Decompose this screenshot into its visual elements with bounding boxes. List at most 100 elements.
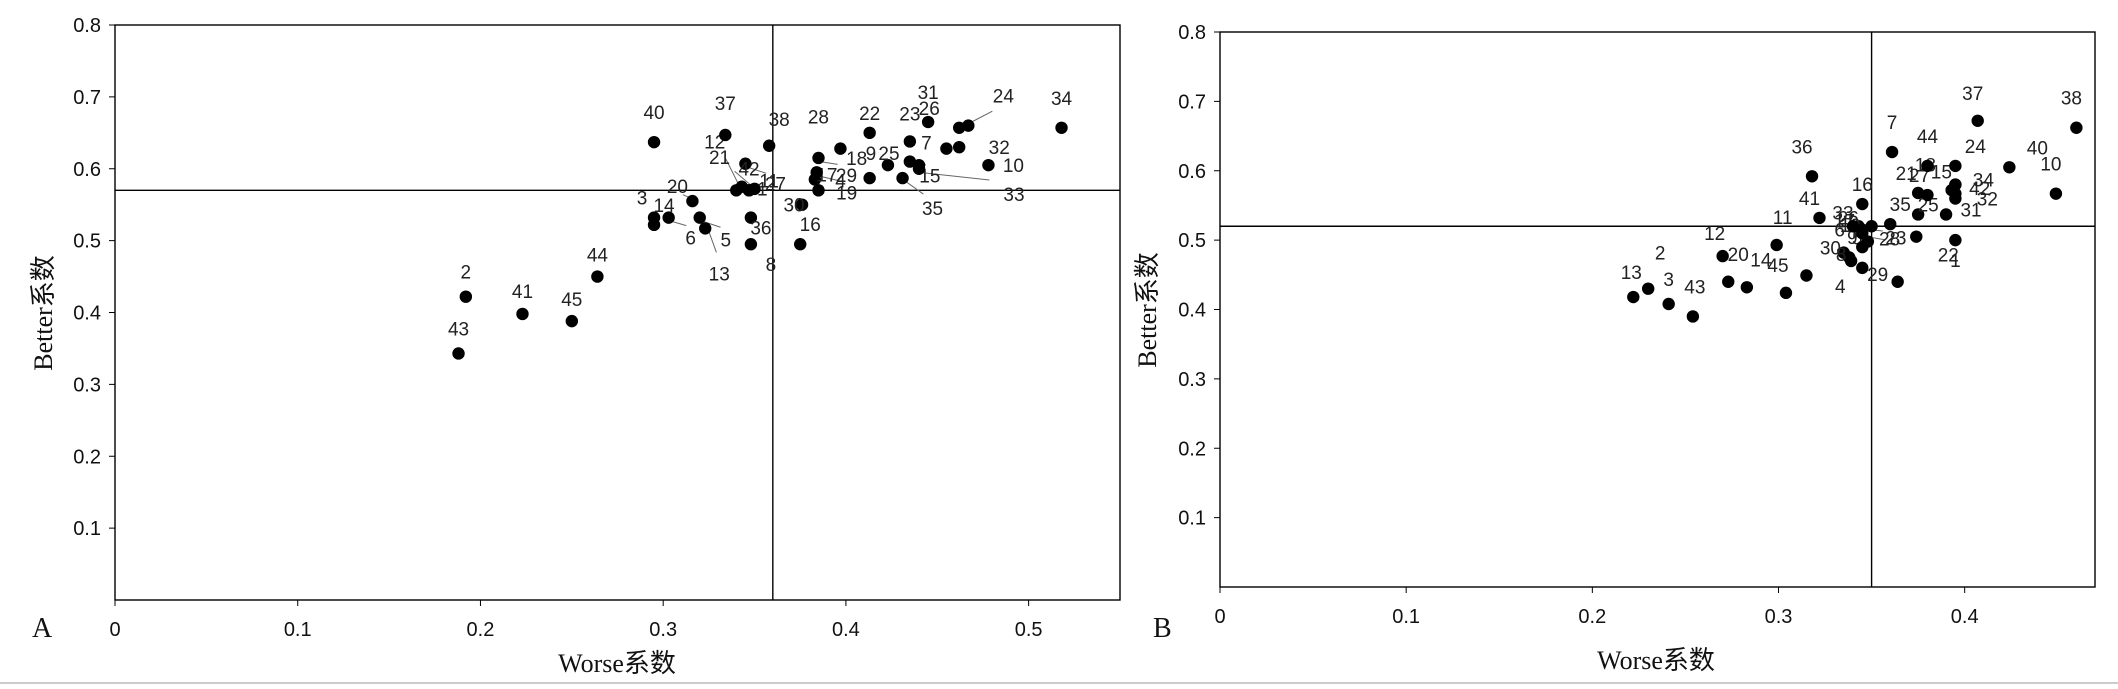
data-point-label: 10	[2040, 155, 2061, 176]
data-point-label: 6	[685, 229, 696, 250]
data-point-label: 26	[919, 99, 940, 120]
data-point-label: 40	[2027, 138, 2048, 159]
data-point	[762, 139, 776, 152]
data-point-label: 28	[808, 108, 829, 129]
data-point	[921, 115, 935, 129]
x-tick-label: 0.4	[832, 619, 860, 641]
data-point-label: 19	[836, 183, 857, 204]
data-point-label: 7	[921, 134, 932, 155]
data-point-label: 25	[878, 144, 899, 165]
data-point	[647, 218, 661, 232]
data-point	[1921, 188, 1934, 202]
data-point	[810, 166, 823, 179]
data-point	[1055, 121, 1068, 134]
x-tick-label: 0	[1214, 606, 1225, 628]
data-point	[903, 135, 917, 148]
data-point	[1856, 223, 1869, 236]
x-tick-label: 0.5	[1015, 619, 1043, 641]
data-point-label: 45	[561, 290, 582, 311]
data-point	[812, 184, 825, 197]
data-point	[1911, 186, 1925, 200]
data-point	[1716, 249, 1729, 263]
data-point	[834, 142, 847, 155]
label-leader-line	[708, 232, 717, 253]
data-point-label: 27	[765, 175, 786, 196]
data-point	[1939, 208, 1953, 221]
data-point	[699, 222, 712, 235]
y-tick-label: 0.5	[1178, 230, 1206, 252]
data-point-label: 7	[1887, 113, 1898, 134]
data-point	[744, 238, 758, 251]
data-point-label: 9	[1847, 228, 1858, 249]
data-point-label: 44	[1917, 127, 1939, 148]
data-point-label: 31	[918, 83, 939, 104]
data-point	[953, 121, 966, 134]
data-point-label: 44	[587, 246, 609, 267]
plot-frame	[1219, 31, 2096, 588]
data-point-label: 40	[643, 103, 664, 124]
data-point	[1971, 114, 1984, 128]
data-point	[940, 142, 953, 155]
data-point-label: 14	[1750, 250, 1772, 271]
panel-a: 0 0.1 0.2 0.3 0.4 0.5 0.1 0.2 0.3 0.4 0.5 0.6 0.7 0.8…	[29, 15, 1121, 678]
data-point-label: 41	[1799, 189, 1820, 210]
data-point-label: 30	[783, 196, 804, 217]
data-point-label: 38	[769, 110, 790, 131]
data-point-label: 42	[738, 159, 759, 180]
data-point	[1891, 275, 1904, 288]
data-point-label: 9	[866, 144, 877, 165]
data-point	[459, 290, 473, 303]
data-point	[912, 162, 926, 175]
data-point	[1856, 197, 1869, 211]
data-point	[719, 128, 732, 142]
y-tick-label: 0.4	[1178, 300, 1206, 322]
label-leader-line	[972, 110, 993, 123]
data-point-label: 35	[922, 199, 943, 220]
data-point-label: 16	[800, 215, 821, 236]
y-tick-label: 0.8	[1178, 22, 1206, 44]
data-point	[647, 135, 661, 149]
data-point-label: 33	[1003, 185, 1024, 206]
data-point-label: 15	[919, 167, 940, 188]
data-point-label: 24	[1965, 137, 1987, 158]
data-point-label: 23	[899, 104, 920, 125]
data-point-label: 37	[1962, 84, 1983, 105]
x-tick-label: 0.3	[649, 619, 677, 641]
data-point	[1837, 246, 1850, 259]
data-point	[1856, 261, 1869, 275]
x-axis-label: Worse系数	[1597, 646, 1715, 675]
data-point	[1846, 220, 1860, 233]
data-point	[1740, 281, 1754, 294]
label-leader-line	[1875, 229, 1883, 232]
label-leader-line	[922, 172, 990, 181]
data-point-label: 12	[1704, 224, 1725, 245]
data-point-label: 22	[1938, 246, 1959, 267]
label-leader-line	[822, 161, 838, 165]
label-leader-line	[734, 170, 751, 186]
data-point-label: 45	[1767, 256, 1788, 277]
data-point-label: 14	[653, 196, 675, 217]
y-tick-label: 0.1	[1178, 508, 1206, 530]
data-point-label: 2	[461, 263, 472, 284]
data-point	[1627, 290, 1640, 304]
data-point-label: 36	[1791, 137, 1812, 158]
data-point	[1945, 183, 1958, 197]
data-point	[686, 194, 699, 208]
data-point-label: 21	[1896, 164, 1917, 185]
data-point-label: 29	[836, 166, 857, 187]
y-tick-label: 0.3	[1178, 369, 1206, 391]
data-point	[1844, 254, 1858, 268]
data-point-label: 8	[1836, 245, 1847, 266]
data-point-label: 5	[720, 231, 731, 252]
data-point-label: 1	[1950, 251, 1961, 272]
data-point	[2003, 161, 2016, 174]
data-point	[1722, 275, 1735, 288]
data-point-label: 34	[1973, 171, 1995, 192]
data-point	[2049, 187, 2063, 200]
data-point-label: 42	[1969, 179, 1990, 200]
data-point	[1949, 159, 1962, 173]
data-point	[795, 198, 809, 211]
data-point-label: 28	[1879, 229, 1900, 250]
label-leader-line	[820, 175, 838, 181]
data-point	[812, 151, 825, 165]
